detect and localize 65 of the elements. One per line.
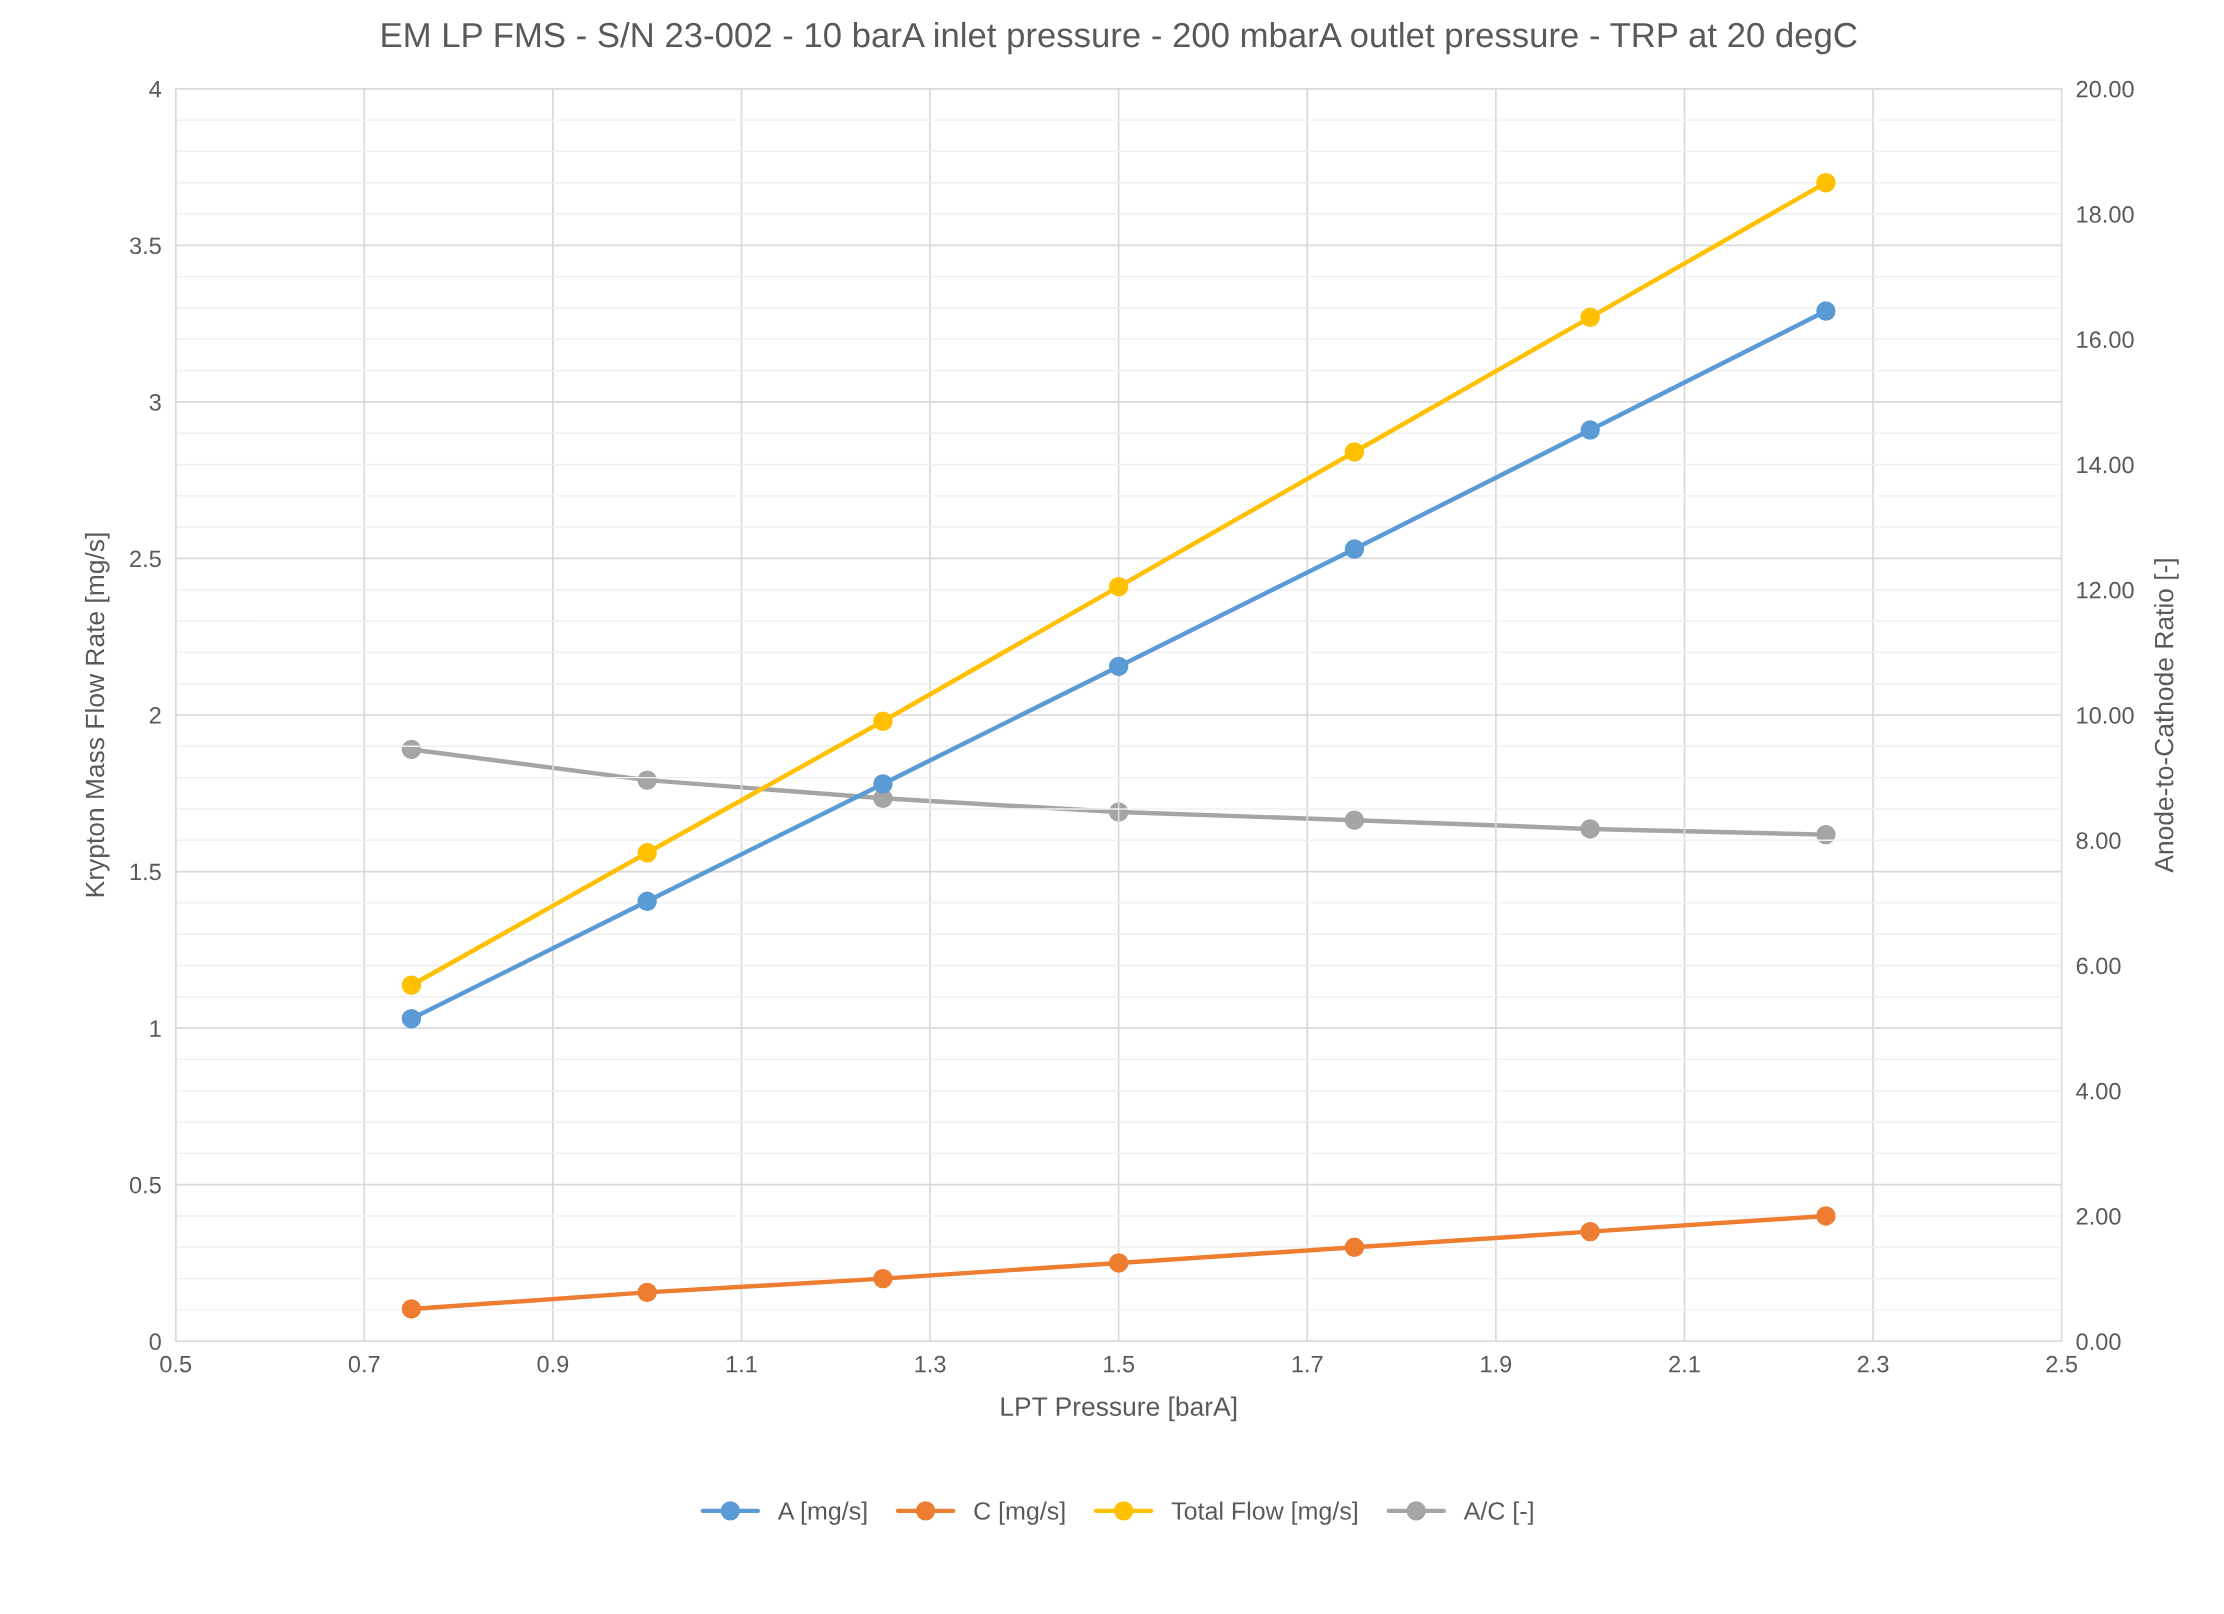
- x-tick-label: 1.1: [726, 1355, 757, 1373]
- x-tick-label: 0.5: [160, 1355, 192, 1373]
- legend-label: A [mg/s]: [777, 1501, 867, 1525]
- y-tick-label: 0: [149, 1333, 161, 1351]
- point: [401, 975, 422, 995]
- point: [637, 843, 657, 863]
- point: [1108, 576, 1129, 597]
- legend-label: C [mg/s]: [974, 1501, 1065, 1525]
- point: [1108, 1253, 1129, 1273]
- y2-axis-title: Anode-to-Cathode Ratio [-]: [2154, 559, 2179, 873]
- chart-title: EM LP FMS - S/N 23-002 - 10 barA inlet pressure - 200 mbarA outlet pressure - TRP at 20 degC: [382, 21, 1857, 55]
- point: [1816, 824, 1836, 845]
- y-tick-label: 4: [149, 81, 162, 98]
- y2-tick-label: 6.00: [2076, 957, 2121, 975]
- point: [637, 770, 657, 790]
- y2-tick-label: 10.00: [2077, 707, 2134, 724]
- point: [401, 1009, 422, 1029]
- y2-tick-label: 16.00: [2077, 331, 2134, 349]
- y2-tick-label: 20.00: [2076, 80, 2134, 98]
- y-axis-title: Krypton Mass Flow Rate [mg/s]: [84, 533, 110, 897]
- point: [1344, 1237, 1365, 1258]
- y-tick-label: 3.5: [129, 237, 161, 255]
- x-tick-label: 1.5: [1104, 1355, 1135, 1373]
- y-tick-label: 1: [150, 1020, 161, 1037]
- point: [637, 891, 657, 912]
- x-tick-label: 1.9: [1481, 1355, 1512, 1373]
- legend-label: A/C [-]: [1463, 1501, 1533, 1525]
- y2-tick-label: 8.00: [2076, 832, 2121, 850]
- point: [1108, 656, 1129, 677]
- point: [1580, 307, 1600, 328]
- point: [401, 1299, 422, 1319]
- y-tick-label: 0.5: [129, 1176, 161, 1194]
- point: [1344, 810, 1365, 830]
- point: [1580, 1221, 1600, 1242]
- x-tick-label: 2.3: [1857, 1355, 1889, 1373]
- point: [1344, 539, 1365, 559]
- x-tick-label: 1.3: [915, 1355, 946, 1373]
- point: [873, 711, 893, 731]
- point: [1816, 172, 1836, 193]
- y-tick-label: 2.5: [130, 550, 161, 568]
- y-tick-label: 2: [149, 707, 161, 724]
- point: [1816, 301, 1836, 321]
- point: [637, 1282, 657, 1303]
- point: [1344, 442, 1365, 462]
- x-tick-label: 1.7: [1292, 1355, 1323, 1373]
- y2-tick-label: 0.00: [2076, 1333, 2121, 1351]
- point: [1580, 420, 1600, 440]
- y2-tick-label: 2.00: [2076, 1208, 2121, 1225]
- point: [873, 1268, 893, 1289]
- point: [1816, 1206, 1836, 1226]
- x-tick-label: 2.5: [2046, 1355, 2078, 1373]
- y-tick-label: 1.5: [130, 863, 161, 881]
- x-tick-label: 0.9: [537, 1355, 569, 1373]
- y2-tick-label: 18.00: [2077, 206, 2134, 223]
- point: [401, 739, 422, 760]
- y2-tick-label: 4.00: [2076, 1082, 2121, 1100]
- point: [1580, 819, 1600, 839]
- legend-label: Total Flow [mg/s]: [1171, 1501, 1357, 1525]
- x-tick-label: 2.1: [1669, 1355, 1700, 1373]
- y2-tick-label: 12.00: [2077, 581, 2134, 599]
- x-tick-label: 0.7: [348, 1355, 380, 1373]
- x-axis-title: LPT Pressure [barA]: [1001, 1396, 1237, 1422]
- y2-tick-label: 14.00: [2077, 456, 2134, 474]
- y-tick-label: 3: [149, 393, 161, 411]
- point: [873, 774, 893, 794]
